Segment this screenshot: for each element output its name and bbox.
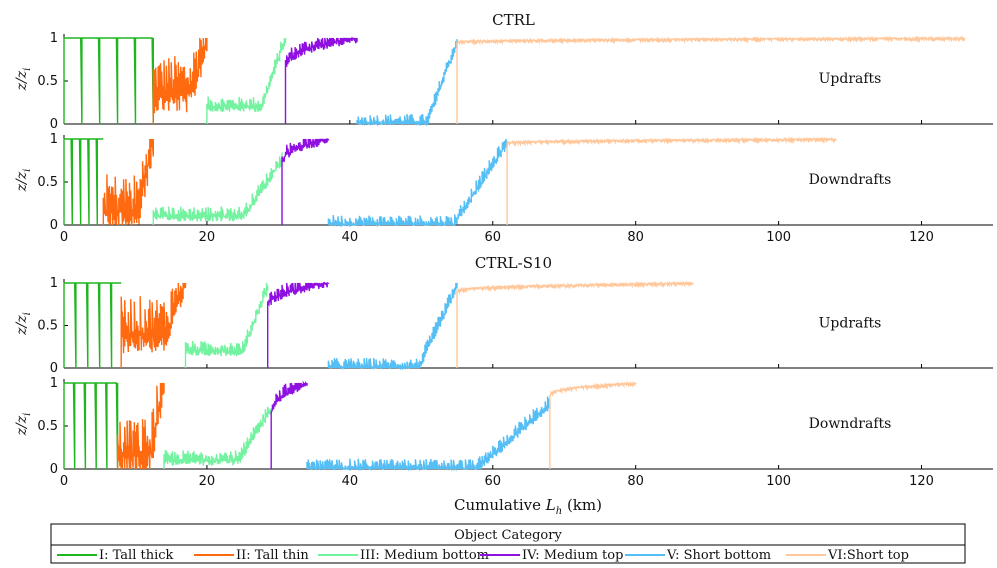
y-axis-label: z/zi — [14, 312, 33, 336]
series-line-6 — [456, 35, 966, 124]
series-line-4 — [267, 281, 330, 368]
series-line-3 — [206, 38, 287, 124]
y-axis-label-subscript: i — [22, 68, 33, 71]
y-axis-label: z/zi — [14, 169, 33, 193]
x-tick-label: 20 — [199, 474, 216, 489]
legend-label-1: I: Tall thick — [99, 548, 174, 563]
series-line-4 — [281, 137, 330, 225]
series-line-6 — [456, 280, 694, 368]
series-line-6 — [506, 136, 837, 225]
x-axis-label-unit: (km) — [562, 496, 602, 514]
series-line-3 — [152, 152, 283, 225]
panel-annotation: Downdrafts — [809, 416, 892, 432]
series-line-1 — [63, 37, 154, 125]
y-axis-label-main: z/z — [14, 415, 30, 436]
y-tick-label: 0 — [50, 361, 58, 376]
panel-annotation: Updrafts — [819, 316, 882, 332]
y-tick-label: 0 — [50, 218, 58, 233]
series-line-2 — [116, 382, 165, 470]
series-line-2 — [152, 37, 208, 124]
y-axis-label-subscript: i — [22, 413, 33, 416]
series-line-2 — [120, 282, 187, 368]
x-axis-label-subscript: h — [556, 506, 562, 517]
legend-label-5: V: Short bottom — [666, 548, 771, 563]
series-line-5 — [327, 138, 508, 228]
x-tick-label: 120 — [909, 474, 934, 489]
series-line-4 — [270, 380, 308, 469]
y-tick-label: 0.5 — [37, 319, 58, 334]
x-axis-label-variable: L — [545, 496, 556, 514]
x-tick-label: 80 — [627, 230, 644, 245]
y-tick-label: 1 — [50, 132, 58, 147]
panel-3: CTRL-S10 0 0.5 1 z/zi Updrafts — [14, 254, 993, 376]
legend-label-2: II: Tall thin — [236, 548, 309, 563]
series-line-5 — [327, 282, 458, 371]
y-axis-label-main: z/z — [14, 70, 30, 91]
y-axis-label: z/zi — [14, 68, 33, 92]
y-axis-label-main: z/z — [14, 315, 30, 336]
x-axis-label: Cumulative Lh (km) — [454, 496, 602, 517]
y-tick-label: 0 — [50, 462, 58, 477]
panel-title: CTRL — [492, 11, 535, 29]
panel-annotation: Updrafts — [819, 71, 882, 87]
panel-2: 0 0.5 1 0 20 40 60 80 100 120 z/zi Downdrafts — [14, 132, 993, 245]
y-axis-label-subscript: i — [22, 169, 33, 172]
panel-annotation: Downdrafts — [809, 172, 892, 188]
legend-label-4: IV: Medium top — [522, 548, 623, 563]
x-tick-label: 80 — [627, 474, 644, 489]
legend-label-3: III: Medium bottom — [360, 548, 489, 563]
series-line-3 — [184, 282, 269, 368]
series-line-5 — [306, 396, 551, 472]
panel-1: CTRL 0 0.5 1 z/zi Updrafts — [14, 11, 993, 132]
y-axis-label-main: z/z — [14, 171, 30, 192]
x-tick-label: 0 — [60, 474, 68, 489]
x-axis-label-prefix: Cumulative — [454, 496, 546, 514]
x-tick-label: 40 — [342, 230, 359, 245]
x-tick-label: 0 — [60, 230, 68, 245]
legend-label-6: VI:Short top — [827, 548, 909, 563]
x-tick-label: 20 — [199, 230, 216, 245]
x-tick-label: 60 — [484, 230, 501, 245]
x-tick-label: 100 — [766, 474, 791, 489]
series-line-1 — [63, 282, 122, 369]
x-tick-label: 100 — [766, 230, 791, 245]
y-tick-label: 0.5 — [37, 419, 58, 434]
y-axis-label: z/zi — [14, 413, 33, 437]
series-line-1 — [63, 382, 119, 470]
y-axis-label-subscript: i — [22, 312, 33, 315]
y-tick-label: 0 — [50, 117, 58, 132]
y-tick-label: 0.5 — [37, 74, 58, 89]
legend: Object Category I: Tall thick II: Tall thi… — [50, 523, 966, 564]
series-line-3 — [163, 406, 272, 469]
panel-4: 0 0.5 1 0 20 40 60 80 100 120 z/zi Downdrafts — [14, 376, 993, 489]
panel-title: CTRL-S10 — [475, 254, 552, 272]
x-tick-label: 40 — [342, 474, 359, 489]
y-tick-label: 1 — [50, 376, 58, 391]
x-tick-label: 60 — [484, 474, 501, 489]
series-line-6 — [549, 380, 637, 469]
y-tick-label: 0.5 — [37, 175, 58, 190]
series-line-5 — [356, 39, 458, 127]
legend-title: Object Category — [454, 528, 562, 543]
y-tick-label: 1 — [50, 31, 58, 46]
legend-box — [50, 523, 966, 564]
series-line-4 — [284, 36, 358, 124]
y-tick-label: 1 — [50, 276, 58, 291]
x-tick-label: 120 — [909, 230, 934, 245]
series-line-2 — [102, 138, 154, 226]
series-line-1 — [63, 138, 104, 226]
